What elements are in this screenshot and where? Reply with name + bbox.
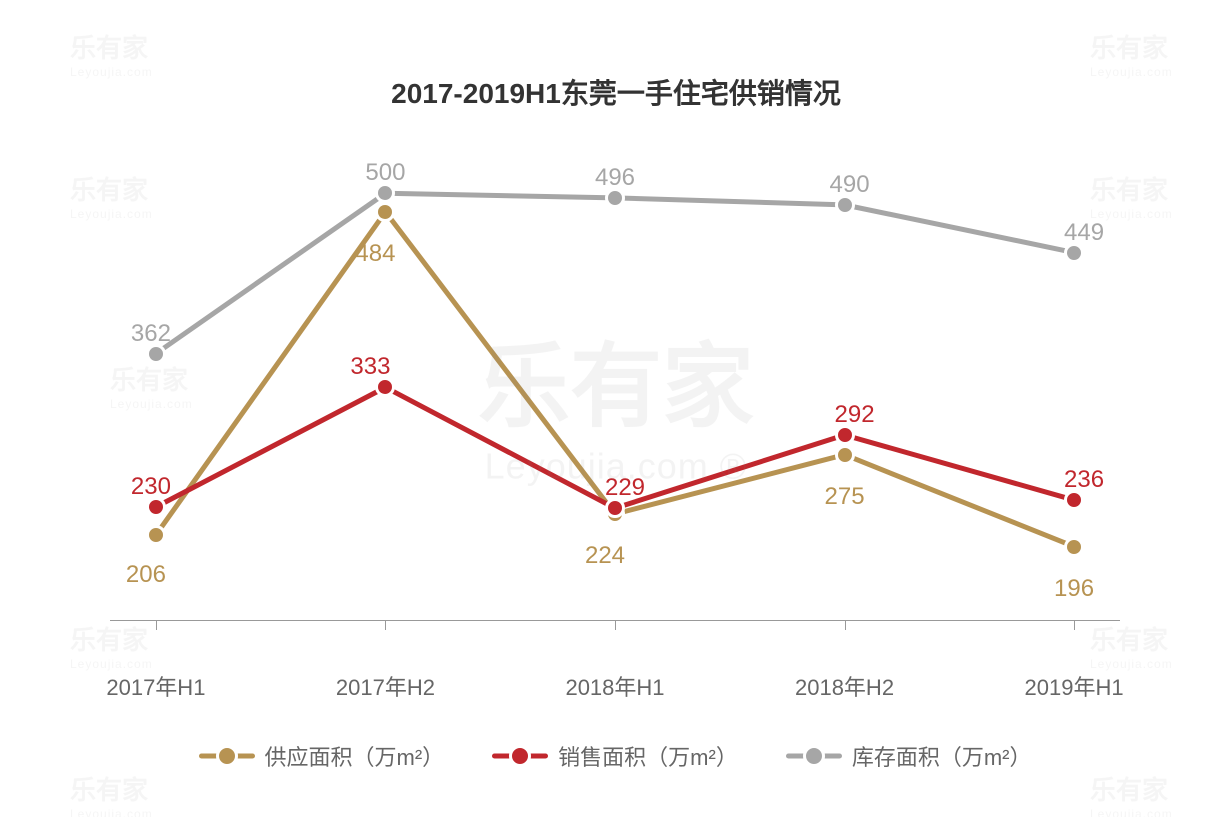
- legend-label: 销售面积（万m²）: [558, 740, 738, 772]
- x-axis-label: 2017年H2: [336, 670, 435, 702]
- watermark-small: 乐有家Leyoujia.com: [1090, 770, 1173, 817]
- x-tick: [615, 620, 616, 630]
- legend-label: 库存面积（万m²）: [852, 740, 1032, 772]
- legend-item-supply: 供应面积（万m²）: [199, 740, 445, 772]
- series-marker-supply: [835, 445, 855, 465]
- data-label-sales: 292: [835, 401, 875, 429]
- watermark-small: 乐有家Leyoujia.com: [1090, 620, 1173, 671]
- plot-area: 2017年H12017年H22018年H12018年H22019年H120648…: [110, 170, 1120, 600]
- legend-label: 供应面积（万m²）: [265, 740, 445, 772]
- series-marker-supply: [375, 202, 395, 222]
- x-axis-label: 2018年H1: [565, 670, 664, 702]
- data-label-inventory: 490: [830, 171, 870, 199]
- x-tick: [845, 620, 846, 630]
- watermark-small: 乐有家Leyoujia.com: [70, 620, 153, 671]
- series-line-inventory: [156, 193, 1074, 353]
- data-label-inventory: 496: [595, 164, 635, 192]
- data-label-sales: 333: [350, 353, 390, 381]
- legend-swatch: [492, 747, 548, 765]
- x-tick: [385, 620, 386, 630]
- legend-swatch: [786, 747, 842, 765]
- x-axis-label: 2019年H1: [1025, 670, 1124, 702]
- x-tick: [1074, 620, 1075, 630]
- series-marker-supply: [146, 525, 166, 545]
- data-label-supply: 196: [1054, 575, 1094, 603]
- watermark-small: 乐有家Leyoujia.com: [70, 770, 153, 817]
- data-label-supply: 224: [585, 542, 625, 570]
- x-tick: [156, 620, 157, 630]
- data-label-inventory: 500: [365, 159, 405, 187]
- legend-item-sales: 销售面积（万m²）: [492, 740, 738, 772]
- data-label-inventory: 449: [1064, 219, 1104, 247]
- data-label-sales: 229: [605, 474, 645, 502]
- line-series-svg: [110, 170, 1120, 600]
- series-marker-supply: [1064, 537, 1084, 557]
- x-axis-label: 2018年H2: [795, 670, 894, 702]
- data-label-supply: 206: [126, 561, 166, 589]
- data-label-sales: 230: [131, 473, 171, 501]
- legend-item-inventory: 库存面积（万m²）: [786, 740, 1032, 772]
- data-label-supply: 484: [355, 240, 395, 268]
- data-label-sales: 236: [1064, 466, 1104, 494]
- chart-title: 2017-2019H1东莞一手住宅供销情况: [0, 72, 1232, 112]
- data-label-supply: 275: [825, 483, 865, 511]
- x-axis-label: 2017年H1: [106, 670, 205, 702]
- legend-swatch: [199, 747, 255, 765]
- legend: 供应面积（万m²） 销售面积（万m²） 库存面积（万m²）: [110, 740, 1120, 772]
- data-label-inventory: 362: [131, 320, 171, 348]
